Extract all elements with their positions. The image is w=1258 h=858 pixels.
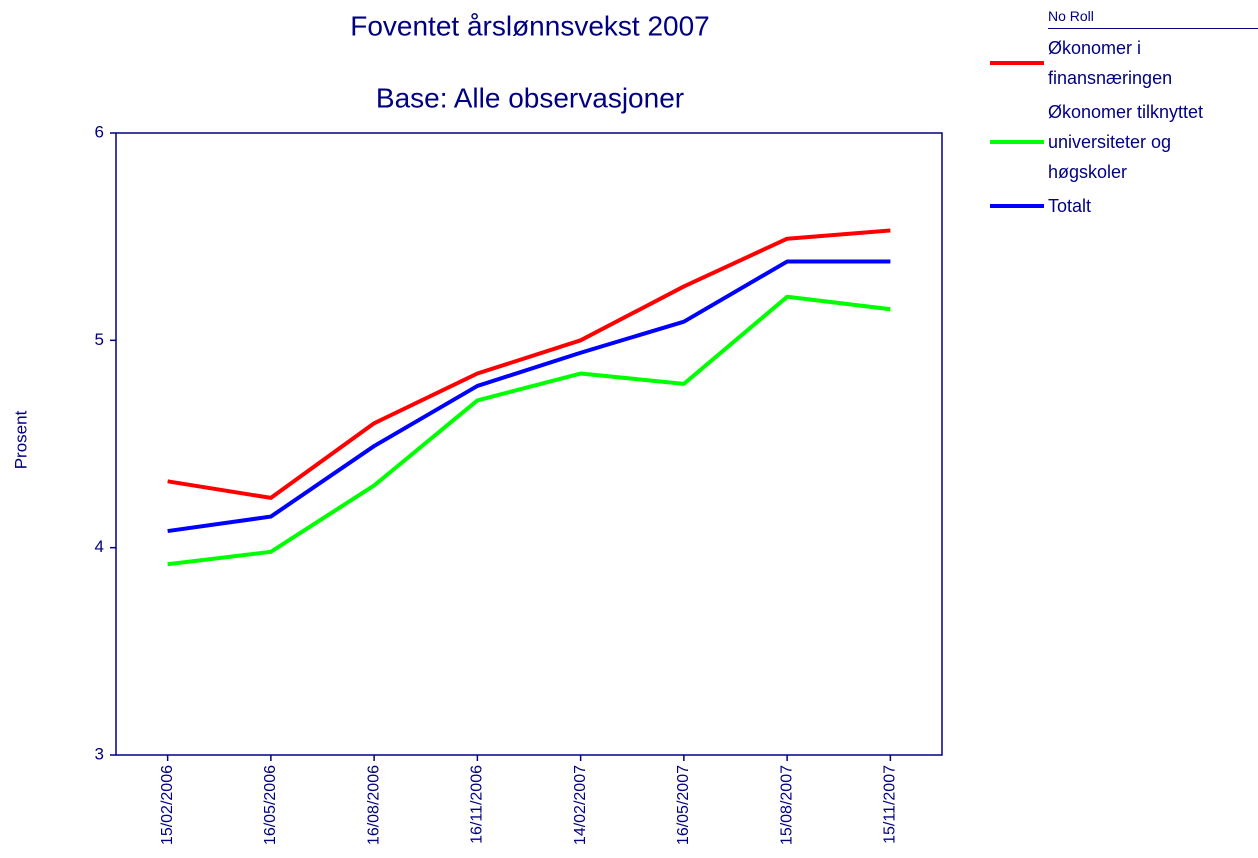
legend-swatch (990, 204, 1044, 208)
chart-title: Foventet årslønnsvekst 2007 (350, 10, 710, 41)
x-tick-label: 14/02/2007 (572, 765, 589, 845)
legend: No Roll Økonomer i finansnæringen Økonome… (990, 6, 1258, 221)
legend-swatch (990, 140, 1044, 144)
y-axis-label: Prosent (11, 410, 30, 469)
x-tick-label: 16/08/2006 (365, 765, 382, 845)
x-tick-label: 15/08/2007 (778, 765, 795, 845)
legend-entry: Økonomer i finansnæringen (990, 33, 1258, 93)
x-tick-label: 16/05/2007 (675, 765, 692, 845)
y-tick-label: 4 (95, 537, 104, 556)
x-tick-label: 16/11/2006 (469, 765, 486, 844)
series-line (167, 294, 891, 567)
y-tick-label: 6 (95, 122, 104, 141)
legend-label: Totalt (1048, 196, 1092, 216)
legend-swatch (990, 61, 1044, 65)
x-tick-label: 16/05/2006 (262, 765, 279, 845)
x-tick-label: 15/02/2006 (159, 765, 176, 845)
series-line (167, 259, 891, 534)
legend-title: No Roll (1048, 6, 1258, 29)
legend-entry: Økonomer tilknyttet universiteter og høg… (990, 97, 1258, 187)
x-tick-label: 15/11/2007 (882, 765, 899, 844)
legend-entry: Totalt (990, 191, 1258, 221)
y-tick-label: 3 (95, 744, 104, 763)
chart-subtitle: Base: Alle observasjoner (376, 82, 684, 113)
legend-label: Økonomer i finansnæringen (1048, 38, 1173, 88)
legend-label: Økonomer tilknyttet universiteter og høg… (1048, 102, 1204, 182)
y-tick-label: 5 (95, 330, 104, 349)
series-line (167, 228, 891, 500)
plot-frame (115, 132, 943, 756)
